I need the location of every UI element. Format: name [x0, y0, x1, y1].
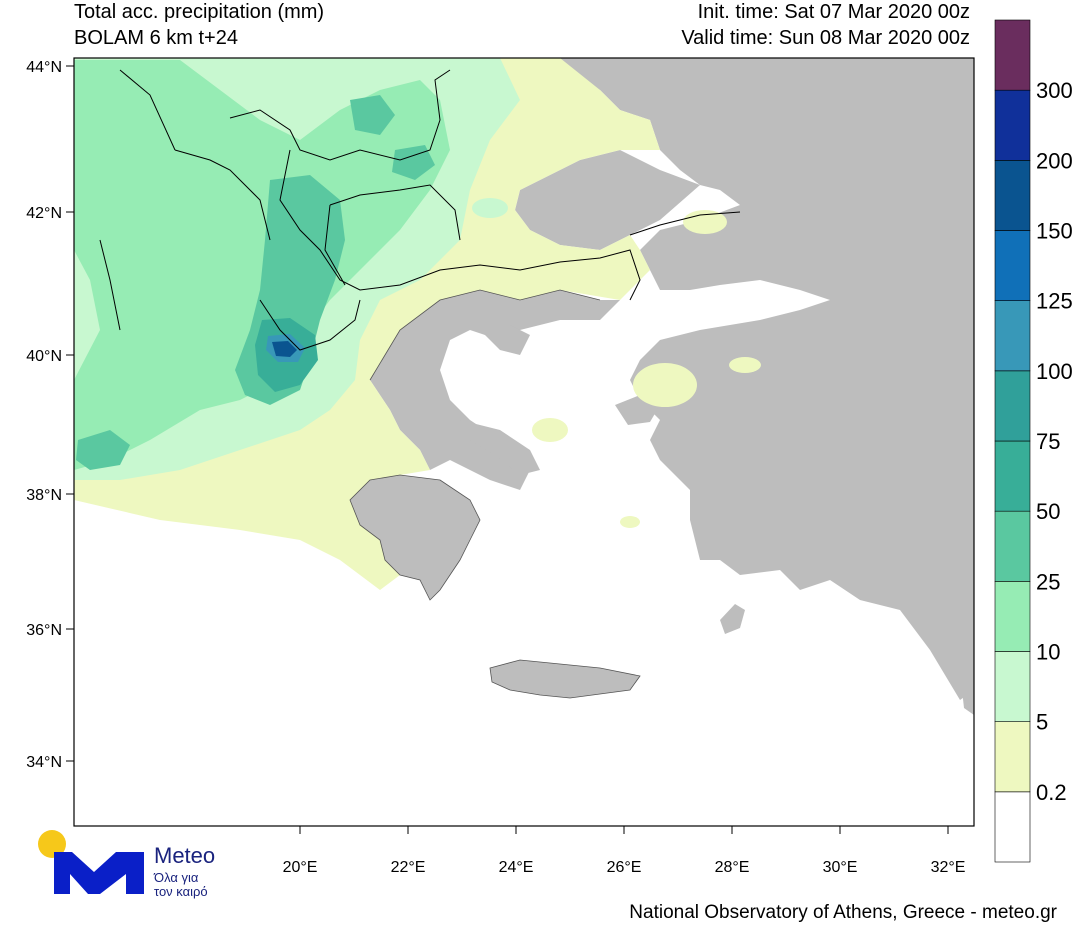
latitude-axis: 44°N 42°N 40°N 38°N 36°N 34°N [26, 59, 74, 771]
legend-level-label: 50 [1036, 499, 1060, 524]
land-peloponnese [350, 475, 480, 600]
lat-tick-label: 38°N [26, 487, 62, 504]
lat-tick-label: 40°N [26, 348, 62, 365]
logo-tagline: τον καιρό [154, 884, 208, 899]
legend-swatch [994, 89, 1031, 161]
legend-level-label: 25 [1036, 569, 1060, 594]
legend-swatch [994, 510, 1031, 582]
legend-swatch [994, 651, 1031, 722]
logo-tagline: Όλα για [154, 870, 199, 885]
lon-tick-label: 20°E [283, 859, 318, 876]
legend-level-label: 125 [1036, 289, 1073, 314]
land-cyprus-edge [962, 686, 974, 715]
precip-patch [633, 363, 697, 407]
legend-level-label: 100 [1036, 359, 1073, 384]
legend-swatch [994, 721, 1031, 793]
legend-swatch [994, 160, 1031, 231]
model-run-label: BOLAM 6 km t+24 [74, 27, 238, 49]
lon-tick-label: 24°E [499, 859, 534, 876]
legend-swatch [994, 581, 1031, 652]
map-frame [73, 57, 975, 827]
precip-band-150-200 [272, 341, 297, 357]
m-logo-icon [54, 852, 144, 894]
land-greece-mainland [370, 290, 620, 490]
legend-level-label: 150 [1036, 219, 1073, 244]
lon-tick-label: 26°E [607, 859, 642, 876]
coastlines [349, 289, 641, 699]
land-crete [490, 660, 640, 698]
lon-tick-label: 30°E [823, 859, 858, 876]
legend-level-label: 5 [1036, 710, 1048, 735]
precip-patch [532, 418, 568, 442]
lon-tick-label: 28°E [715, 859, 750, 876]
logo-name: Meteo [154, 843, 216, 868]
legend-level-label: 75 [1036, 429, 1060, 454]
precip-patch [620, 516, 640, 528]
precip-patch [472, 198, 508, 218]
legend-level-label: 300 [1036, 78, 1073, 103]
land-bulgaria-east [515, 150, 700, 250]
land-chalkidiki [480, 325, 530, 355]
legend-level-label: 0.2 [1036, 780, 1067, 805]
legend-swatch [994, 19, 1031, 91]
legend-swatch [994, 440, 1031, 512]
lat-tick-label: 34°N [26, 754, 62, 771]
legend-swatch [994, 300, 1031, 372]
precip-band-25-50-north2 [392, 145, 435, 180]
precip-band-25-50-west [76, 430, 130, 470]
lon-tick-label: 22°E [391, 859, 426, 876]
land-euboea [460, 420, 540, 475]
color-legend: 0.2 5 10 25 50 75 100 125 150 200 300 [994, 19, 1073, 863]
meteo-logo [38, 830, 144, 894]
land-turkey [560, 58, 974, 700]
init-time: Init. time: Sat 07 Mar 2020 00z [697, 1, 970, 23]
map-area [74, 58, 974, 826]
legend-swatch [994, 230, 1031, 301]
lon-tick-label: 32°E [931, 859, 966, 876]
legend-level-label: 200 [1036, 148, 1073, 173]
land-rhodes [720, 604, 745, 634]
precip-patch [729, 357, 761, 373]
lat-tick-label: 36°N [26, 622, 62, 639]
footer-credit: National Observatory of Athens, Greece -… [629, 902, 1057, 923]
country-borders [99, 69, 741, 351]
longitude-axis: 20°E 22°E 24°E 26°E 28°E 30°E 32°E [283, 826, 966, 876]
lat-tick-label: 44°N [26, 59, 62, 76]
map-title: Total acc. precipitation (mm) [74, 1, 325, 23]
lat-tick-label: 42°N [26, 205, 62, 222]
valid-time: Valid time: Sun 08 Mar 2020 00z [681, 27, 970, 49]
precip-band-10-25 [74, 60, 450, 470]
legend-swatch [994, 791, 1031, 863]
precip-band-25-50-north [350, 95, 395, 135]
legend-swatch [994, 370, 1031, 442]
legend-level-label: 10 [1036, 640, 1060, 665]
sun-icon [38, 830, 66, 858]
